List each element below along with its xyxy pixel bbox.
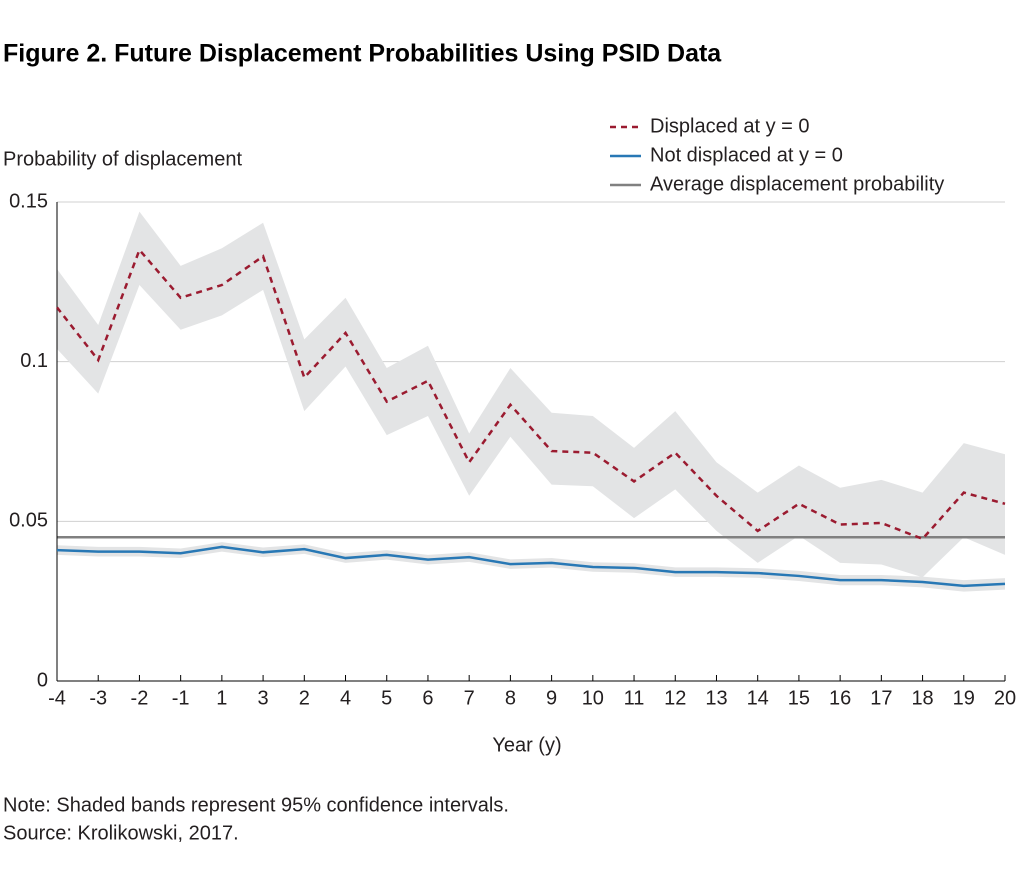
x-tick-label: 2 bbox=[299, 687, 310, 709]
x-tick-label: 12 bbox=[664, 687, 686, 709]
y-axis-label: Probability of displacement bbox=[3, 148, 242, 170]
x-tick-label: 15 bbox=[788, 687, 810, 709]
series-line bbox=[56, 545, 1006, 588]
x-tick-label: 19 bbox=[953, 687, 975, 709]
confidence-band bbox=[57, 211, 1005, 578]
note: Note: Shaded bands represent 95% confide… bbox=[3, 794, 509, 816]
x-tick-label: 11 bbox=[624, 687, 645, 709]
x-tick-label: 17 bbox=[870, 687, 892, 709]
x-tick-label: 6 bbox=[422, 687, 433, 709]
x-tick-label: -4 bbox=[48, 687, 66, 709]
chart-title: Figure 2. Future Displacement Probabilit… bbox=[3, 40, 722, 68]
x-tick-label: -2 bbox=[131, 687, 149, 709]
x-tick-label: 3 bbox=[258, 687, 269, 709]
x-tick-label: 18 bbox=[911, 687, 933, 709]
source: Source: Krolikowski, 2017. bbox=[3, 822, 239, 844]
x-tick-label: 4 bbox=[340, 687, 351, 709]
x-tick-label: 9 bbox=[546, 687, 557, 709]
x-tick-label: -1 bbox=[172, 687, 190, 709]
x-tick-label: 1 bbox=[216, 687, 227, 709]
legend-label: Displaced at y = 0 bbox=[650, 115, 810, 137]
y-tick-label: 0.05 bbox=[9, 510, 48, 532]
y-tick-label: 0.1 bbox=[20, 350, 48, 372]
y-tick-label: 0 bbox=[37, 669, 48, 691]
x-axis-label: Year (y) bbox=[492, 734, 561, 756]
x-tick-label: 7 bbox=[464, 687, 475, 709]
x-tick-label: 13 bbox=[705, 687, 727, 709]
x-tick-label: 16 bbox=[829, 687, 851, 709]
x-tick-label: 20 bbox=[994, 687, 1016, 709]
x-tick-label: 8 bbox=[505, 687, 516, 709]
x-tick-label: 10 bbox=[582, 687, 604, 709]
legend-label: Not displaced at y = 0 bbox=[650, 144, 843, 166]
x-tick-label: 14 bbox=[747, 687, 769, 709]
x-tick-label: -3 bbox=[89, 687, 107, 709]
confidence-band bbox=[57, 542, 1005, 592]
legend-label: Average displacement probability bbox=[650, 173, 944, 195]
y-tick-label: 0.15 bbox=[9, 190, 48, 212]
x-tick-label: 5 bbox=[381, 687, 392, 709]
series-line bbox=[56, 247, 1006, 541]
